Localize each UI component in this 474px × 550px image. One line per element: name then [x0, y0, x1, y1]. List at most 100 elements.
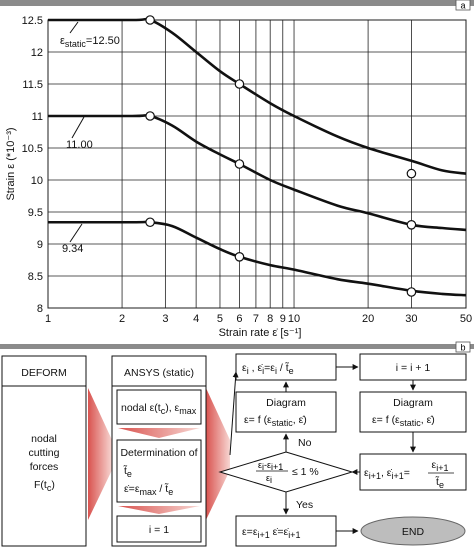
eps-i-f: i [275, 366, 277, 376]
final-eq-d: i+1 [288, 530, 300, 540]
nodal-eps-tail: ), ε [165, 402, 179, 414]
diagram2-eq: ε= f (εstatic, ε̇) [372, 414, 435, 428]
diagram1-title: Diagram [266, 397, 306, 409]
deform-line-3: forces [30, 461, 59, 473]
cond-num-c: -ε [264, 460, 271, 470]
diagram1-eq-sub: static [272, 418, 294, 428]
x-tick-label: 8 [267, 313, 273, 325]
svg-text:εstatic=12.50: εstatic=12.50 [60, 35, 120, 49]
annotation-static-value: =12.50 [86, 35, 120, 47]
deform-force-f: F(t [34, 479, 47, 491]
x-tick-label: 7 [253, 313, 259, 325]
annotation-mid-leader [71, 116, 85, 139]
increment-box [359, 353, 467, 381]
x-tick-labels: 1 2 3 4 5 6 7 8 9 10 20 30 50 [45, 313, 472, 325]
ansys-down-arrow-2 [118, 506, 200, 514]
determination-title: Determination of [120, 447, 197, 459]
next-eps-c: , ε̇ [381, 467, 393, 479]
cond-rhs: ≤ 1 % [292, 466, 319, 478]
x-tick-label: 2 [119, 313, 125, 325]
edot-eq-max: max [140, 487, 158, 497]
x-axis-label: Strain rate ε̇ [s⁻¹] [219, 327, 302, 339]
eps-i-e: =ε [264, 362, 275, 374]
te-text: t̃e [123, 465, 132, 479]
diagram1-eq-main: ε= f (ε [244, 414, 272, 426]
final-box [235, 515, 337, 547]
edot-eq-tail: / t̃ [157, 483, 169, 495]
deform-force-tail: ) [51, 479, 55, 491]
series-marker-3 [234, 251, 245, 262]
y-tick-label: 9 [37, 239, 43, 251]
diagram1-eq-tail: , ε̇) [293, 414, 307, 426]
y-tick-label: 11.5 [22, 79, 43, 91]
diagram2-box [359, 391, 467, 433]
eps-i-b: i [247, 366, 249, 376]
series-marker-2 [406, 220, 417, 230]
wedge-arrow-right [206, 388, 230, 520]
annotation-static-leader [69, 21, 79, 34]
y-tick-label: 9.5 [28, 207, 43, 219]
annotation-static-eps: ε [60, 35, 65, 47]
final-eq-a: ε=ε [242, 526, 258, 538]
y-tick-label: 11 [32, 111, 43, 123]
deform-force-sub: c [47, 483, 52, 493]
eps-i-text: εi , ε̇i=εi / t̃e [242, 362, 294, 376]
y-tick-label: 12.5 [22, 15, 43, 27]
annotation-static: εstatic=12.50 [60, 21, 120, 49]
annotation-mid-label: 11.00 [66, 139, 93, 151]
x-tick-label: 20 [362, 313, 374, 325]
series-marker-1 [145, 15, 155, 25]
condition-diamond [218, 451, 354, 493]
end-label: END [402, 526, 425, 538]
increment-text: i = i + 1 [396, 362, 431, 374]
x-tick-label: 5 [217, 313, 223, 325]
ansys-title: ANSYS (static) [124, 367, 194, 379]
i-eq-1-text: i = 1 [149, 524, 169, 536]
x-tick-label: 6 [236, 313, 242, 325]
nodal-eps-box [116, 389, 202, 425]
eps-i-h: e [289, 366, 294, 376]
y-tick-label: 10 [31, 175, 43, 187]
nodal-eps-max: max [179, 406, 197, 416]
series-marker-1 [234, 79, 245, 89]
cond-den-a: ε [266, 473, 270, 483]
diagram2-title: Diagram [393, 397, 433, 409]
y-tick-label: 8 [37, 303, 43, 315]
x-tick-label: 9 [280, 313, 286, 325]
i-eq-1-box [116, 515, 202, 543]
series-marker-2 [234, 159, 245, 169]
cond-num-b: i [262, 462, 264, 472]
series-marker-1 [406, 168, 417, 179]
determination-box [116, 439, 202, 503]
nodal-eps-main: nodal ε(t [121, 402, 161, 414]
next-frac-den-b: e [439, 480, 444, 490]
panel-b-bar [0, 344, 474, 349]
deform-line-1: nodal [31, 433, 57, 445]
annotation-low-label: 9.34 [62, 243, 83, 255]
diagram2-eq-sub: static [400, 418, 422, 428]
x-tick-label: 1 [45, 313, 51, 325]
edot-eq-main: ε̇=ε [124, 483, 140, 495]
next-eps-d: i+1 [391, 471, 403, 481]
series-marker-3 [145, 217, 155, 228]
series-marker-2 [145, 111, 155, 121]
next-eps-b: i+1 [369, 471, 381, 481]
next-frac-num: εi+1 [432, 459, 449, 473]
arrow-wedge-to-eps [229, 371, 239, 456]
final-eq-c: ε̇=ε̇ [270, 526, 289, 538]
next-frac-den-a: t̃ [435, 476, 440, 488]
deform-line-2: cutting [29, 447, 60, 459]
next-eps-a: ε [364, 467, 369, 479]
cond-num-d: i+1 [271, 462, 283, 472]
next-eps-e: = [404, 467, 410, 479]
panel-a-label: a [460, 1, 465, 11]
annotation-mid: 11.00 [66, 116, 93, 151]
nodal-eps-text: nodal ε(tc), εmax [121, 402, 197, 416]
series-marker-3 [406, 287, 417, 297]
annotation-low-leader [69, 223, 83, 243]
y-tick-label: 12 [31, 47, 43, 59]
grid-lines [47, 19, 467, 309]
y-axis-label: Strain ε (*10⁻³) [5, 127, 17, 200]
series-markers [145, 15, 417, 297]
